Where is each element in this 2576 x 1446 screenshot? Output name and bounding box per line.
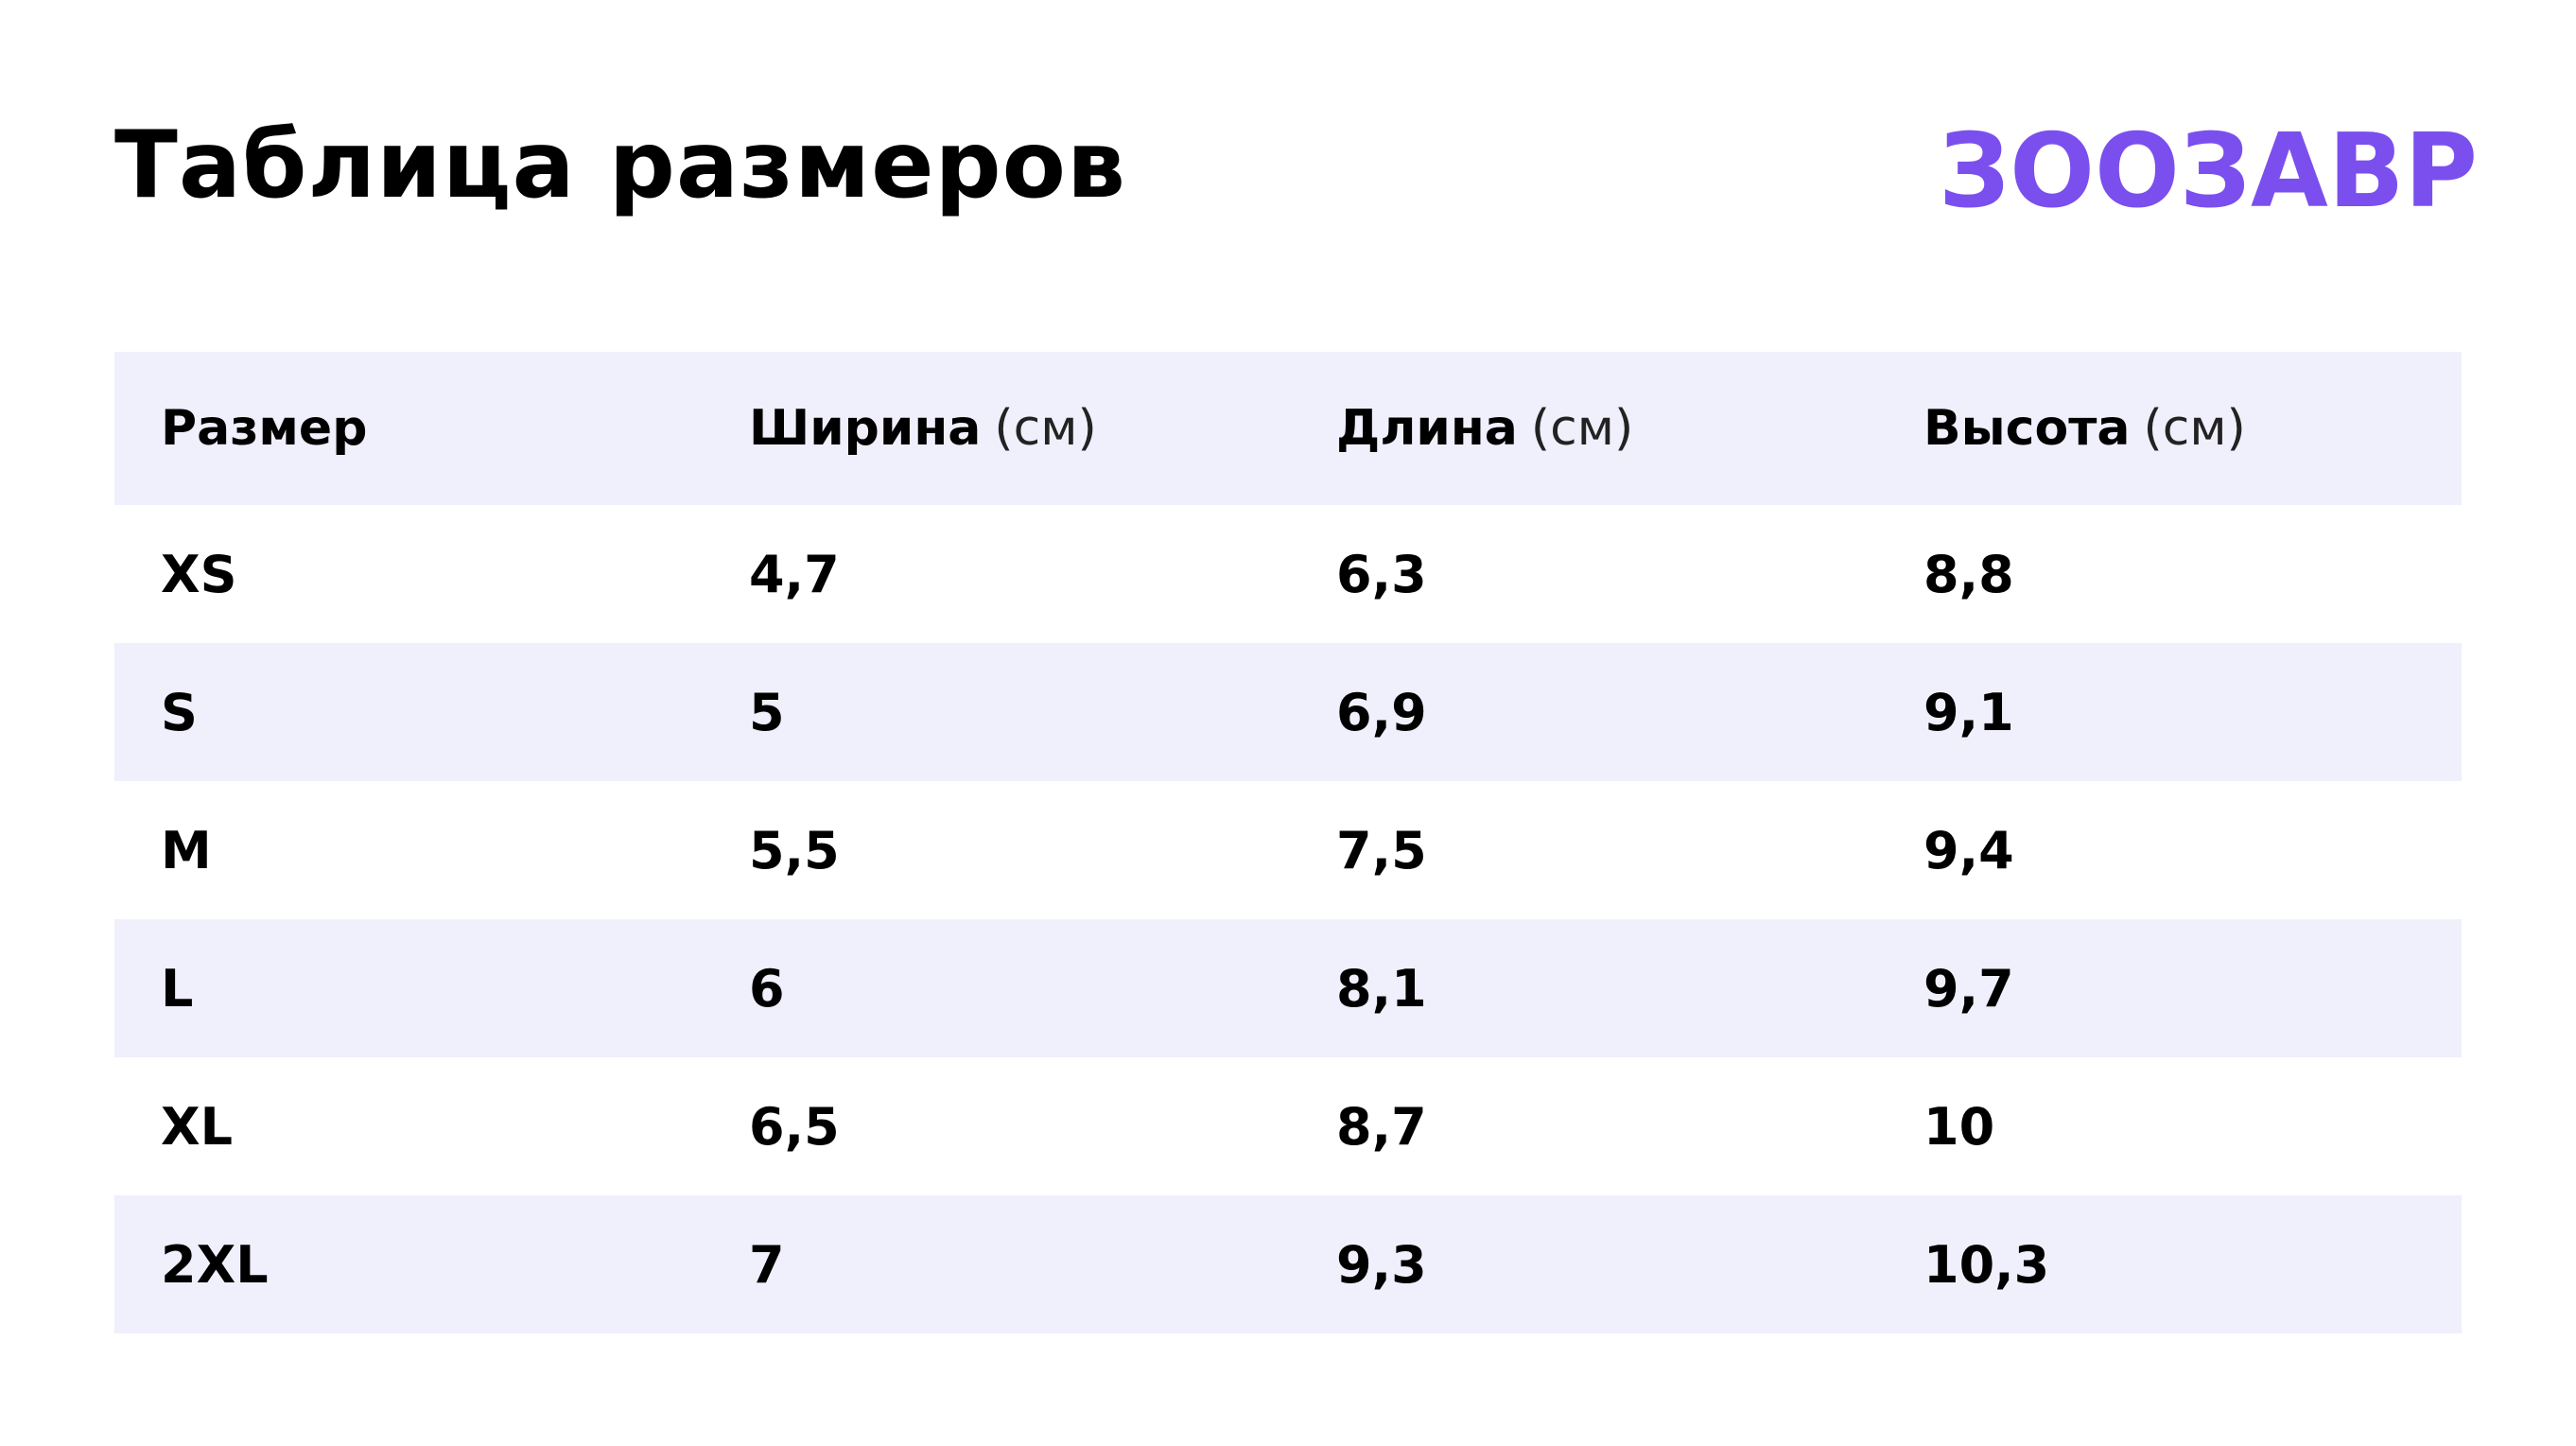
table-cell: 6	[749, 958, 785, 1019]
table-row: XL 6,5 8,7 10	[114, 1057, 2462, 1195]
table-cell: 6,9	[1336, 682, 1427, 742]
column-unit: (см)	[2143, 400, 2246, 457]
column-label: Высота	[1923, 400, 2131, 457]
header-cell: Размер	[161, 352, 367, 505]
page-title: Таблица размеров	[114, 112, 1127, 219]
column-label: Размер	[161, 400, 368, 457]
table-cell: 9,7	[1923, 958, 2014, 1019]
table-row: 2XL 7 9,3 10,3	[114, 1195, 2462, 1333]
table-cell: 9,4	[1923, 820, 2014, 880]
table-cell: 5,5	[749, 820, 840, 880]
logo-text: ЗООЗАВР	[1939, 123, 2478, 231]
logo: ЗООЗАВР	[1939, 123, 2478, 231]
header-cell: Длина (см)	[1336, 352, 1633, 505]
table-cell: 10	[1923, 1096, 1995, 1157]
table-cell: 4,7	[749, 544, 840, 604]
table-cell: 8,8	[1923, 544, 2014, 604]
table-cell: L	[161, 958, 194, 1019]
column-label: Ширина	[749, 400, 982, 457]
table-cell: 9,1	[1923, 682, 2014, 742]
header-row: Размер Ширина (см) Длина (см) Высота (см)	[114, 352, 2462, 505]
table-cell: 9,3	[1336, 1234, 1427, 1295]
table-row: S 5 6,9 9,1	[114, 643, 2462, 781]
table-cell: XS	[161, 544, 237, 604]
table-cell: 8,7	[1336, 1096, 1427, 1157]
column-unit: (см)	[1530, 400, 1634, 457]
column-label: Длина	[1336, 400, 1518, 457]
table-cell: S	[161, 682, 198, 742]
size-table: Размер Ширина (см) Длина (см) Высота (см) XS 4,7…	[114, 352, 2462, 1333]
header-cell: Ширина (см)	[749, 352, 1097, 505]
table-cell: 7,5	[1336, 820, 1427, 880]
table-cell: XL	[161, 1096, 234, 1157]
table-row: L 6 8,1 9,7	[114, 919, 2462, 1057]
header-cell: Высота (см)	[1923, 352, 2246, 505]
table-cell: 6,3	[1336, 544, 1427, 604]
column-unit: (см)	[994, 400, 1097, 457]
table-cell: 2XL	[161, 1234, 269, 1295]
table-cell: 7	[749, 1234, 785, 1295]
table-row: M 5,5 7,5 9,4	[114, 781, 2462, 919]
table-cell: 10,3	[1923, 1234, 2050, 1295]
table-cell: 6,5	[749, 1096, 840, 1157]
table-row: XS 4,7 6,3 8,8	[114, 505, 2462, 643]
table-cell: 5	[749, 682, 785, 742]
table-cell: 8,1	[1336, 958, 1427, 1019]
table-cell: M	[161, 820, 212, 880]
